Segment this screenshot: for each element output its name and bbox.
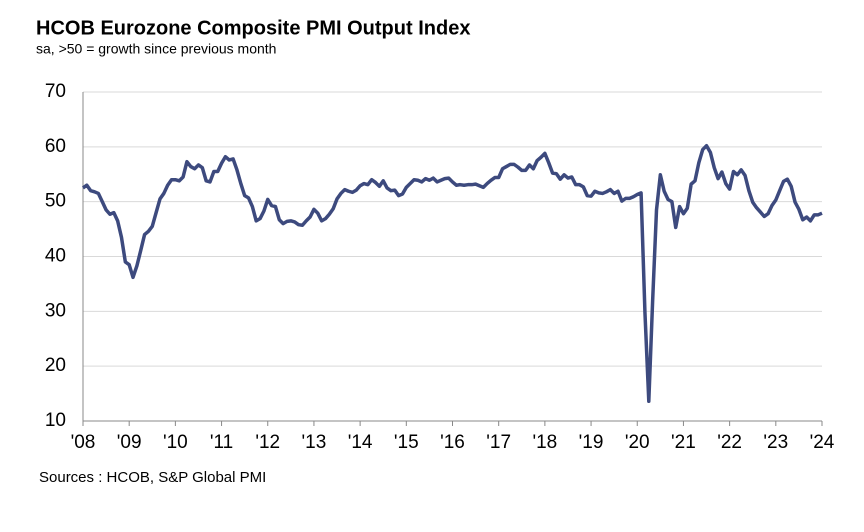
x-tick-label: '24 bbox=[810, 432, 835, 453]
chart-subtitle: sa, >50 = growth since previous month bbox=[36, 41, 276, 57]
x-tick-label: '14 bbox=[348, 432, 373, 453]
data-line bbox=[81, 143, 823, 404]
source-note: Sources : HCOB, S&P Global PMI bbox=[39, 469, 266, 486]
y-tick-label: 30 bbox=[45, 300, 66, 321]
x-tick-label: '17 bbox=[486, 432, 511, 453]
x-tick-label: '12 bbox=[255, 432, 280, 453]
y-tick-label: 20 bbox=[45, 355, 66, 376]
x-tick-label: '16 bbox=[440, 432, 465, 453]
x-tick-label: '08 bbox=[71, 432, 96, 453]
y-tick-label: 60 bbox=[45, 136, 66, 157]
x-tick-label: '22 bbox=[717, 432, 742, 453]
y-tick-label: 70 bbox=[45, 81, 66, 102]
x-tick-label: '15 bbox=[394, 432, 419, 453]
x-tick-label: '10 bbox=[163, 432, 188, 453]
chart-title: HCOB Eurozone Composite PMI Output Index bbox=[36, 17, 470, 39]
x-tick-label: '20 bbox=[625, 432, 650, 453]
x-tick-label: '18 bbox=[532, 432, 557, 453]
y-tick-label: 40 bbox=[45, 246, 66, 267]
x-tick-label: '09 bbox=[117, 432, 142, 453]
x-tick-label: '19 bbox=[579, 432, 604, 453]
x-tick-label: '23 bbox=[763, 432, 788, 453]
x-tick-label: '11 bbox=[210, 432, 233, 453]
x-tick-label: '21 bbox=[671, 432, 696, 453]
y-tick-label: 10 bbox=[45, 410, 66, 431]
x-tick-label: '13 bbox=[302, 432, 327, 453]
y-tick-label: 50 bbox=[45, 191, 66, 212]
